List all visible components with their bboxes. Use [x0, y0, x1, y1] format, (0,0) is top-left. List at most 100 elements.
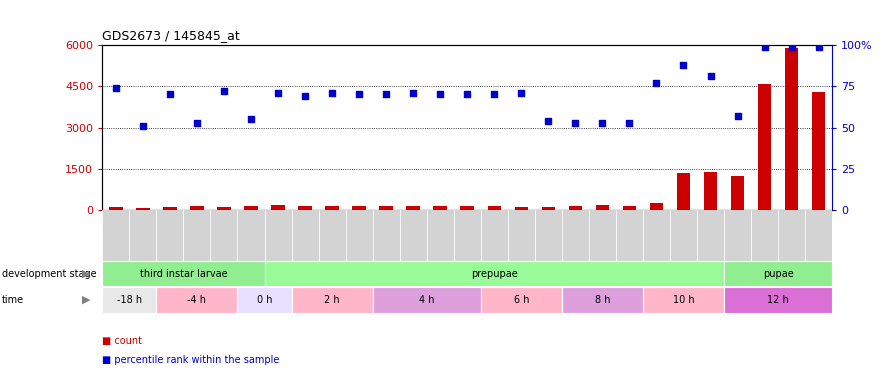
Bar: [643, 287, 724, 313]
Text: 8 h: 8 h: [595, 295, 611, 305]
Text: 6 h: 6 h: [514, 295, 529, 305]
Point: [136, 123, 150, 129]
Text: prepupae: prepupae: [471, 269, 518, 279]
Bar: [595, 206, 609, 210]
Text: pupae: pupae: [763, 269, 794, 279]
Bar: [373, 210, 400, 261]
Bar: [562, 210, 589, 261]
Text: GDS2673 / 145845_at: GDS2673 / 145845_at: [102, 30, 240, 42]
Text: time: time: [2, 295, 24, 305]
Bar: [109, 207, 123, 210]
Bar: [757, 84, 772, 210]
Bar: [670, 210, 697, 261]
Bar: [731, 176, 744, 210]
Bar: [724, 261, 832, 286]
Point: [460, 92, 474, 98]
Point: [487, 92, 501, 98]
Bar: [704, 171, 717, 210]
Bar: [433, 206, 447, 210]
Bar: [589, 210, 616, 261]
Bar: [352, 206, 366, 210]
Bar: [238, 210, 264, 261]
Bar: [157, 210, 183, 261]
Point: [812, 44, 826, 50]
Bar: [271, 206, 285, 210]
Text: ■ percentile rank within the sample: ■ percentile rank within the sample: [102, 355, 279, 365]
Bar: [298, 206, 312, 210]
Point: [784, 44, 798, 50]
Bar: [569, 206, 582, 210]
Text: ■ count: ■ count: [102, 336, 142, 346]
Bar: [514, 207, 528, 210]
Bar: [535, 210, 562, 261]
Bar: [508, 210, 535, 261]
Bar: [481, 210, 508, 261]
Bar: [542, 207, 555, 210]
Bar: [643, 210, 670, 261]
Text: 4 h: 4 h: [419, 295, 434, 305]
Bar: [292, 287, 373, 313]
Point: [325, 90, 339, 96]
Bar: [129, 210, 157, 261]
Text: -18 h: -18 h: [117, 295, 142, 305]
Bar: [292, 210, 319, 261]
Bar: [326, 206, 339, 210]
Point: [595, 120, 610, 126]
Bar: [400, 210, 426, 261]
Bar: [136, 208, 150, 210]
Bar: [481, 287, 562, 313]
Text: ▶: ▶: [82, 269, 91, 279]
Point: [568, 120, 582, 126]
Bar: [751, 210, 778, 261]
Bar: [488, 206, 501, 210]
Point: [352, 92, 367, 98]
Bar: [805, 210, 832, 261]
Point: [109, 85, 123, 91]
Bar: [373, 287, 481, 313]
Point: [757, 44, 772, 50]
Bar: [264, 210, 292, 261]
Text: 2 h: 2 h: [324, 295, 340, 305]
Text: 0 h: 0 h: [257, 295, 272, 305]
Bar: [697, 210, 724, 261]
Point: [676, 62, 691, 68]
Bar: [102, 287, 157, 313]
Bar: [319, 210, 345, 261]
Bar: [217, 207, 231, 210]
Bar: [102, 210, 129, 261]
Text: 10 h: 10 h: [673, 295, 694, 305]
Bar: [190, 206, 204, 210]
Point: [406, 90, 420, 96]
Bar: [460, 206, 474, 210]
Bar: [650, 203, 663, 210]
Bar: [812, 92, 825, 210]
Bar: [183, 210, 210, 261]
Point: [190, 120, 204, 126]
Point: [298, 93, 312, 99]
Point: [703, 74, 717, 80]
Point: [622, 120, 636, 126]
Point: [271, 90, 285, 96]
Bar: [724, 287, 832, 313]
Bar: [785, 48, 798, 210]
Text: development stage: development stage: [2, 269, 96, 279]
Point: [217, 88, 231, 94]
Text: ▶: ▶: [82, 295, 91, 305]
Point: [433, 92, 448, 98]
Point: [514, 90, 529, 96]
Bar: [562, 287, 643, 313]
Text: third instar larvae: third instar larvae: [140, 269, 227, 279]
Point: [731, 113, 745, 119]
Bar: [676, 173, 691, 210]
Bar: [157, 287, 238, 313]
Bar: [454, 210, 481, 261]
Bar: [102, 261, 264, 286]
Bar: [623, 206, 636, 210]
Bar: [163, 207, 177, 210]
Point: [163, 92, 177, 98]
Point: [541, 118, 555, 124]
Bar: [345, 210, 373, 261]
Bar: [238, 287, 292, 313]
Bar: [426, 210, 454, 261]
Text: 12 h: 12 h: [767, 295, 789, 305]
